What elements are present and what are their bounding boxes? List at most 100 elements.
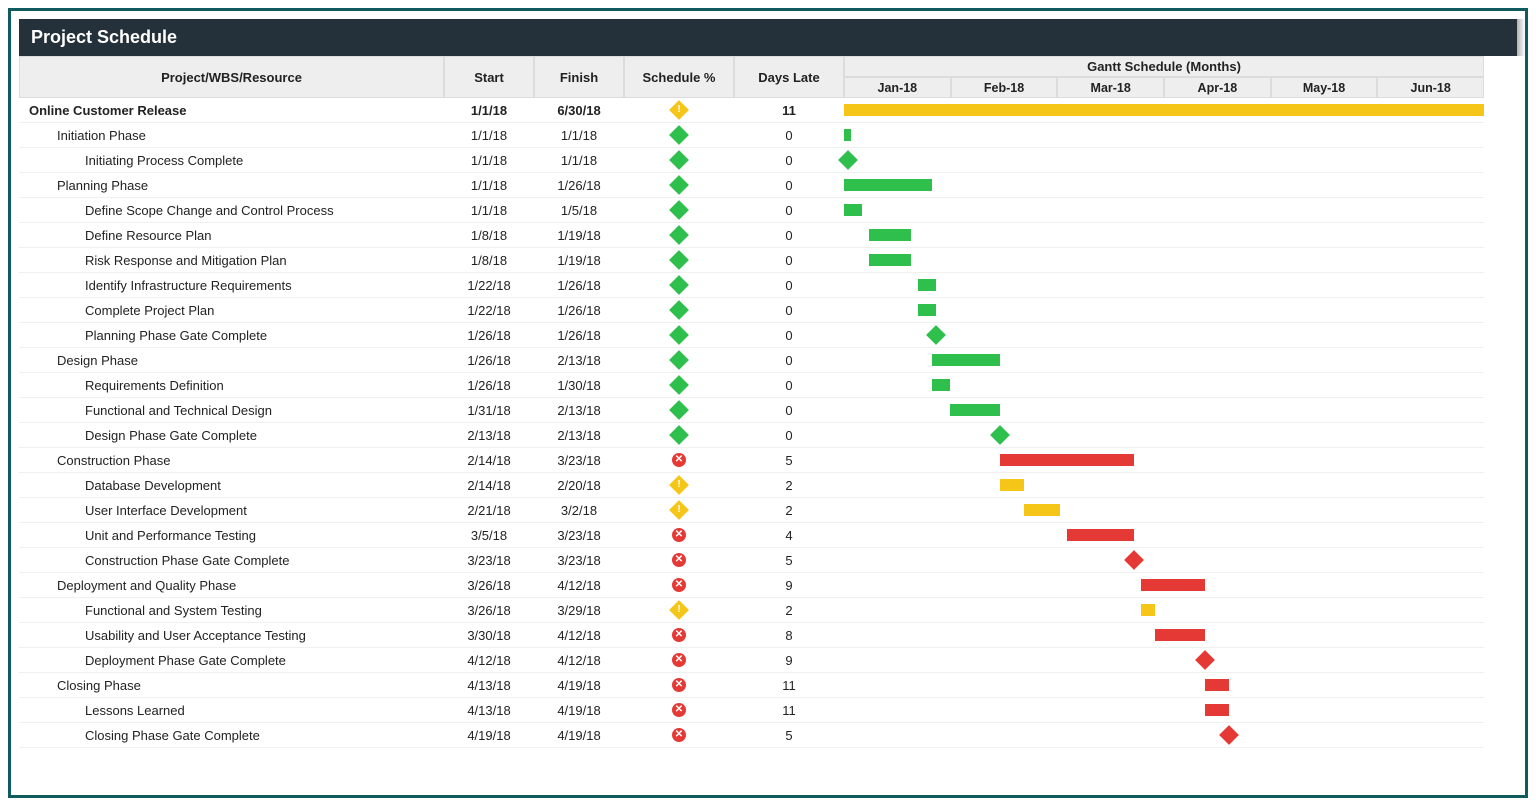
gantt-month-header: Jan-18 (844, 77, 951, 98)
gantt-cell (844, 473, 1484, 498)
col-header-start: Start (444, 56, 534, 98)
report-frame: Project Schedule Project/WBS/Resource St… (8, 8, 1528, 798)
task-status (624, 198, 734, 223)
gantt-month-header: May-18 (1271, 77, 1378, 98)
gantt-cell (844, 498, 1484, 523)
task-name: Online Customer Release (19, 98, 444, 123)
task-status (624, 123, 734, 148)
gantt-cell (844, 248, 1484, 273)
task-finish: 4/12/18 (534, 648, 624, 673)
task-days-late: 2 (734, 598, 844, 623)
gantt-cell (844, 198, 1484, 223)
task-name: Risk Response and Mitigation Plan (19, 248, 444, 273)
gantt-cell (844, 148, 1484, 173)
page-title: Project Schedule (19, 19, 1517, 56)
gantt-cell (844, 598, 1484, 623)
task-name: Initiation Phase (19, 123, 444, 148)
task-name: Construction Phase Gate Complete (19, 548, 444, 573)
task-name: Closing Phase Gate Complete (19, 723, 444, 748)
task-start: 3/30/18 (444, 623, 534, 648)
task-status (624, 173, 734, 198)
task-days-late: 5 (734, 723, 844, 748)
gantt-header-title: Gantt Schedule (Months) (844, 56, 1484, 77)
gantt-bar (932, 354, 999, 366)
task-status: ! (624, 498, 734, 523)
task-days-late: 8 (734, 623, 844, 648)
task-status: ✕ (624, 523, 734, 548)
gantt-bar (1155, 629, 1205, 641)
task-start: 1/26/18 (444, 348, 534, 373)
gantt-cell (844, 298, 1484, 323)
status-yellow-icon: ! (672, 503, 686, 517)
task-status: ! (624, 98, 734, 123)
task-name: Database Development (19, 473, 444, 498)
task-name: Complete Project Plan (19, 298, 444, 323)
gantt-cell (844, 273, 1484, 298)
gantt-month-header: Jun-18 (1377, 77, 1484, 98)
status-green-icon (672, 128, 686, 142)
task-name: Planning Phase (19, 173, 444, 198)
gantt-bar (844, 129, 851, 141)
task-finish: 1/26/18 (534, 323, 624, 348)
task-name: Deployment and Quality Phase (19, 573, 444, 598)
gantt-bar (1000, 454, 1134, 466)
task-start: 1/1/18 (444, 198, 534, 223)
gantt-cell (844, 448, 1484, 473)
gantt-milestone-icon (1195, 650, 1215, 670)
gantt-cell (844, 98, 1484, 123)
task-finish: 2/13/18 (534, 398, 624, 423)
task-name: Define Scope Change and Control Process (19, 198, 444, 223)
task-start: 2/13/18 (444, 423, 534, 448)
task-finish: 1/19/18 (534, 248, 624, 273)
status-red-icon: ✕ (672, 528, 686, 542)
status-red-icon: ✕ (672, 678, 686, 692)
gantt-milestone-icon (990, 425, 1010, 445)
task-days-late: 0 (734, 248, 844, 273)
status-green-icon (672, 428, 686, 442)
task-status: ! (624, 473, 734, 498)
task-days-late: 11 (734, 698, 844, 723)
gantt-cell (844, 348, 1484, 373)
task-name: Design Phase (19, 348, 444, 373)
task-start: 4/12/18 (444, 648, 534, 673)
status-yellow-icon: ! (672, 603, 686, 617)
task-status: ✕ (624, 448, 734, 473)
status-green-icon (672, 253, 686, 267)
task-name: Identify Infrastructure Requirements (19, 273, 444, 298)
task-start: 1/22/18 (444, 273, 534, 298)
gantt-cell (844, 698, 1484, 723)
task-status (624, 373, 734, 398)
task-start: 4/13/18 (444, 698, 534, 723)
task-days-late: 2 (734, 473, 844, 498)
status-red-icon: ✕ (672, 703, 686, 717)
task-name: Design Phase Gate Complete (19, 423, 444, 448)
task-status: ✕ (624, 548, 734, 573)
task-name: Define Resource Plan (19, 223, 444, 248)
gantt-bar (1000, 479, 1025, 491)
status-red-icon: ✕ (672, 628, 686, 642)
task-finish: 3/2/18 (534, 498, 624, 523)
task-days-late: 0 (734, 373, 844, 398)
task-finish: 2/20/18 (534, 473, 624, 498)
col-header-finish: Finish (534, 56, 624, 98)
task-days-late: 0 (734, 198, 844, 223)
task-days-late: 5 (734, 448, 844, 473)
status-red-icon: ✕ (672, 553, 686, 567)
task-finish: 4/12/18 (534, 623, 624, 648)
task-days-late: 9 (734, 648, 844, 673)
task-name: Construction Phase (19, 448, 444, 473)
task-name: Usability and User Acceptance Testing (19, 623, 444, 648)
gantt-cell (844, 173, 1484, 198)
task-start: 1/1/18 (444, 98, 534, 123)
task-finish: 3/23/18 (534, 523, 624, 548)
task-name: Planning Phase Gate Complete (19, 323, 444, 348)
status-red-icon: ✕ (672, 578, 686, 592)
task-days-late: 0 (734, 348, 844, 373)
gantt-header-months: Jan-18Feb-18Mar-18Apr-18May-18Jun-18 (844, 77, 1484, 98)
task-days-late: 0 (734, 273, 844, 298)
gantt-cell (844, 673, 1484, 698)
status-green-icon (672, 303, 686, 317)
task-status: ✕ (624, 623, 734, 648)
gantt-bar (844, 179, 932, 191)
status-green-icon (672, 228, 686, 242)
